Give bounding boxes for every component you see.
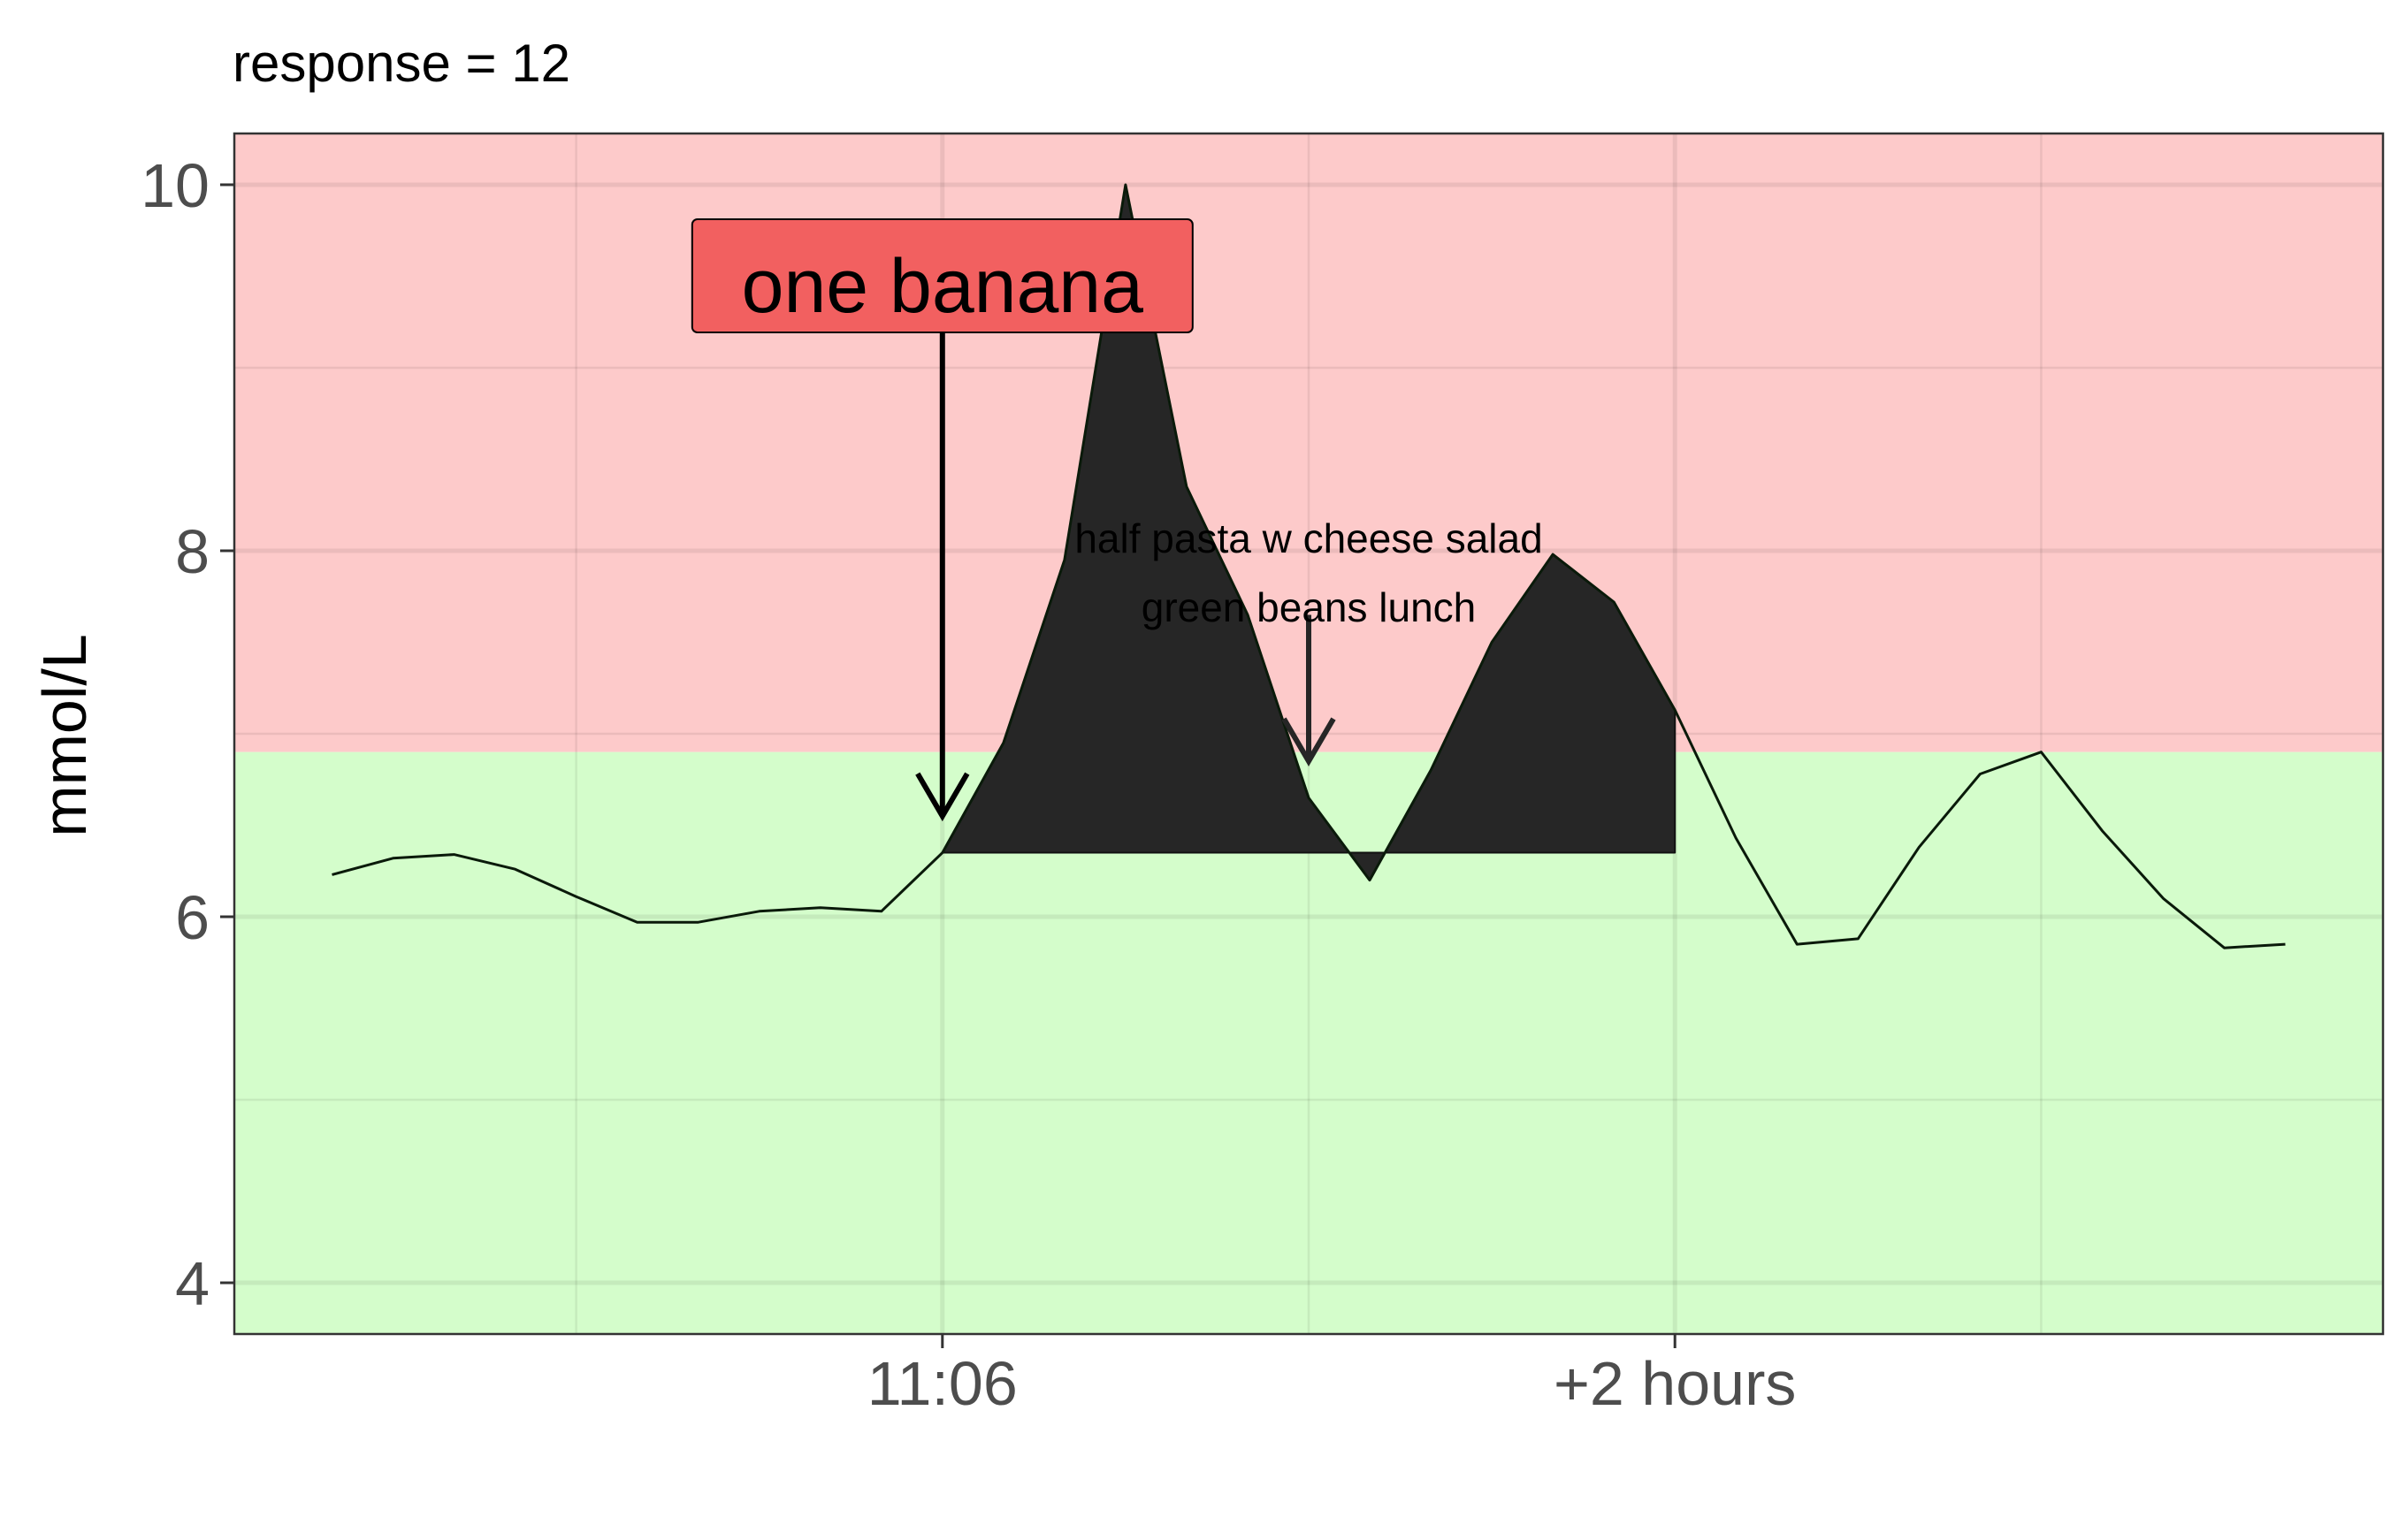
- y-tick-label: 6: [175, 883, 210, 952]
- glucose-marks: [332, 183, 2286, 949]
- banana-label: one banana: [742, 244, 1144, 329]
- y-tick-label: 8: [175, 517, 210, 586]
- chart-title: response = 12: [233, 34, 570, 93]
- gridlines: [234, 133, 2383, 1334]
- banana-label-box: [691, 218, 1194, 333]
- banana-arrow-head: [915, 772, 970, 822]
- x-tick-label: 11:06: [867, 1349, 1018, 1418]
- lunch-label-line1: half pasta w cheese salad: [1074, 515, 1542, 561]
- y-tick-label: 4: [175, 1249, 210, 1318]
- lunch-arrow-head: [1281, 717, 1336, 767]
- glucose-line: [332, 183, 2286, 949]
- lunch-label-line2: green beans lunch: [1142, 584, 1477, 630]
- y-tick-label: 10: [141, 151, 210, 220]
- y-axis-title: mmol/L: [30, 634, 99, 836]
- panel-border: [233, 132, 2385, 1336]
- axis-ticks: 11:06 +2 hours 4 6 8 10: [141, 151, 1796, 1418]
- x-tick-label: +2 hours: [1554, 1349, 1796, 1418]
- meal-annotations: one banana half pasta w cheese salad green…: [691, 218, 1543, 822]
